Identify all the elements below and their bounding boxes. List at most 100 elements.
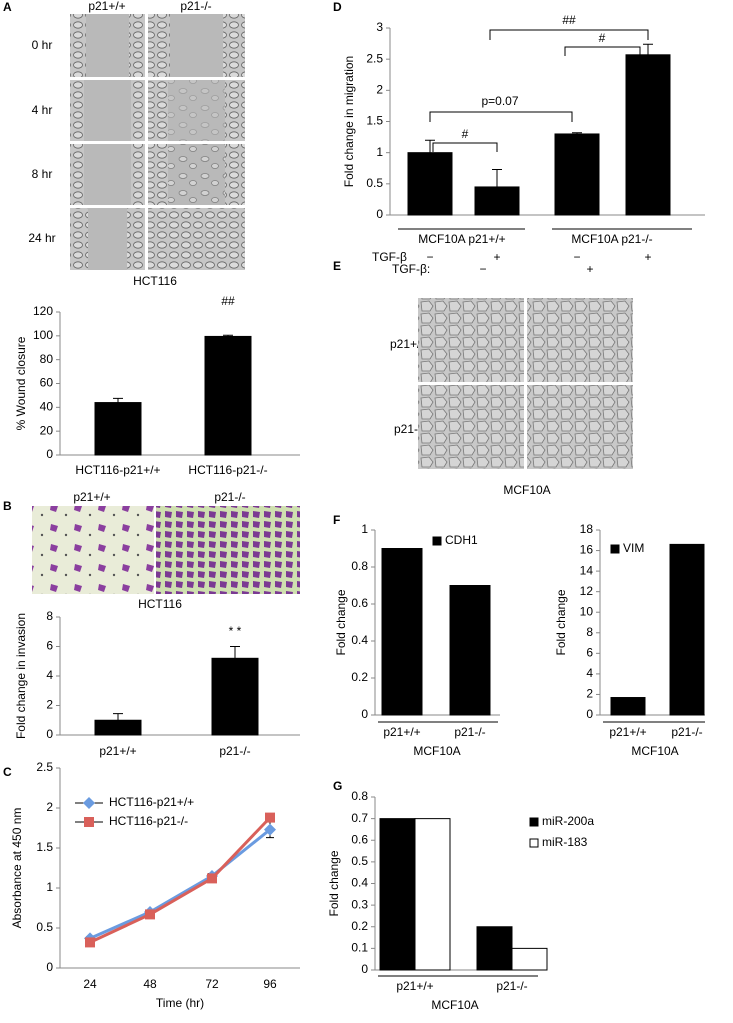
y-tick-label: 2	[586, 687, 593, 701]
micrograph-edge	[148, 80, 168, 141]
line	[89, 816, 272, 944]
y-tick-label: 0	[586, 707, 593, 721]
row-label: 4 hr	[32, 103, 53, 117]
y-tick-label: 0.5	[366, 176, 383, 190]
y-axis-label: Fold change in migration	[342, 56, 356, 187]
marker	[264, 823, 276, 836]
micrograph-edge	[70, 208, 88, 270]
column-label: p21+/+	[73, 490, 110, 504]
group-label: MCF10A	[631, 744, 678, 758]
bar	[414, 818, 451, 971]
micrograph-edge	[223, 14, 245, 77]
y-tick-label: 1	[46, 880, 53, 894]
legend-label: HCT116-p21+/+	[109, 795, 194, 809]
column-label: p21-/-	[180, 0, 211, 13]
x-tick-label: 96	[263, 977, 277, 991]
y-tick-label: 2	[46, 800, 53, 814]
x-tick-label: p21+/+	[609, 725, 646, 739]
micrograph-migrated	[168, 80, 225, 141]
y-tick-label: 3	[376, 20, 383, 34]
significance-bracket	[489, 29, 649, 40]
x-tick-label: p21-/-	[671, 725, 702, 739]
group-label: MCF10A	[413, 744, 460, 758]
column-label: +	[586, 262, 593, 276]
y-tick-label: 0	[46, 960, 53, 974]
y-tick-label: 80	[40, 352, 54, 366]
bar	[379, 818, 416, 971]
marker	[85, 937, 95, 948]
micrograph	[32, 506, 154, 594]
factor-label: TGF-β	[372, 250, 407, 264]
y-tick-label: 1	[376, 145, 383, 159]
group-label: MCF10A p21-/-	[571, 232, 652, 246]
y-tick-label: 4	[46, 668, 53, 682]
significance-bracket	[564, 46, 641, 56]
bar	[554, 133, 600, 216]
y-tick-label: 4	[586, 666, 593, 680]
y-tick-label: 0.2	[351, 670, 368, 684]
annotation: * *	[229, 624, 242, 638]
bar	[407, 152, 453, 216]
x-tick-label: p21-/-	[496, 979, 527, 993]
micrograph-edge	[131, 80, 145, 141]
x-tick-label: 48	[143, 977, 157, 991]
annotation: #	[599, 31, 606, 45]
y-tick-label: 20	[40, 423, 54, 437]
y-tick-label: 0.2	[351, 919, 368, 933]
x-tick-label: −	[426, 250, 433, 264]
legend-swatch	[610, 544, 620, 554]
y-tick-label: 0	[361, 962, 368, 976]
y-tick-label: 0	[46, 727, 53, 741]
y-tick-label: 6	[586, 646, 593, 660]
y-tick-label: 14	[580, 563, 594, 577]
legend-label: CDH1	[445, 533, 478, 547]
factor-label: TGF-β:	[392, 262, 430, 276]
micrograph-migrated	[168, 144, 225, 205]
x-tick-label: 72	[205, 977, 219, 991]
y-tick-label: 0.7	[351, 811, 368, 825]
error-bar	[643, 43, 653, 55]
bar	[211, 657, 259, 736]
y-tick-label: 2.5	[366, 51, 383, 65]
annotation: ##	[562, 13, 576, 27]
panel-label: D	[333, 0, 342, 14]
x-tick-label: HCT116-p21+/+	[75, 463, 160, 477]
y-tick-label: 0.8	[351, 789, 368, 803]
row-label: 8 hr	[32, 167, 53, 181]
micrograph	[418, 298, 524, 382]
micrograph-edge	[70, 144, 84, 205]
panel-label: E	[333, 259, 341, 273]
legend-marker	[83, 797, 95, 809]
legend-label: miR-183	[542, 835, 588, 849]
marker	[265, 812, 275, 823]
y-tick-label: 0.6	[351, 832, 368, 846]
y-tick-label: 6	[46, 639, 53, 653]
legend-marker	[84, 817, 94, 827]
image-caption: HCT116	[133, 274, 177, 288]
y-tick-label: 0.8	[351, 559, 368, 573]
x-tick-label: −	[573, 250, 580, 264]
x-tick-label: +	[493, 250, 500, 264]
micrograph-edge	[127, 208, 145, 270]
y-tick-label: 2	[46, 698, 53, 712]
significance-bracket	[432, 142, 498, 152]
y-axis-label: Fold change	[554, 589, 568, 655]
error-bar	[113, 713, 123, 721]
x-tick-label: HCT116-p21-/-	[188, 463, 267, 477]
micrograph	[527, 298, 633, 382]
y-tick-label: 1	[361, 522, 368, 536]
micrograph	[418, 385, 524, 469]
y-tick-label: 1.5	[366, 114, 383, 128]
bar	[204, 335, 252, 456]
group-label: MCF10A	[431, 998, 478, 1012]
annotation: ##	[221, 294, 235, 308]
panel-label: F	[333, 513, 340, 527]
y-tick-label: 40	[40, 400, 54, 414]
micrograph-edge	[131, 144, 145, 205]
micrograph-edge	[148, 14, 170, 77]
micrograph-migrated	[172, 208, 221, 270]
error-bar	[425, 139, 435, 153]
panel-label: C	[3, 765, 12, 779]
y-tick-label: 16	[580, 543, 594, 557]
